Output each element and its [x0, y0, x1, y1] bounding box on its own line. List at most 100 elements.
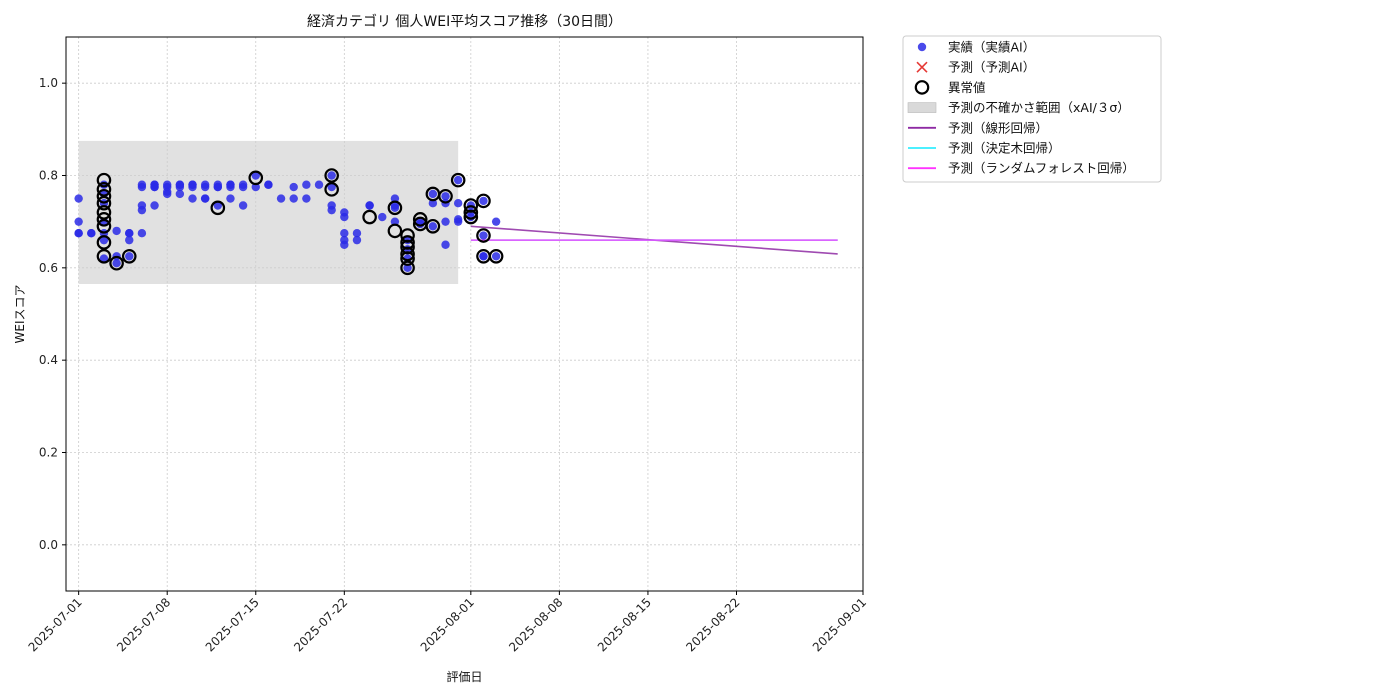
- anomaly-marker: [476, 228, 491, 243]
- anomaly-marker: [324, 182, 339, 197]
- actual-point: [188, 180, 197, 189]
- actual-point: [213, 182, 223, 192]
- actual-point: [441, 217, 450, 226]
- anomaly-marker: [96, 195, 112, 211]
- anomaly-marker: [96, 212, 112, 227]
- anomaly-marker: [387, 200, 403, 216]
- regression-line-layer: [470, 225, 838, 255]
- actual-point: [479, 196, 488, 206]
- x-tick-label: 2025-08-15: [595, 595, 654, 654]
- actual-point: [74, 229, 83, 238]
- y-tick-label: 0.0: [39, 538, 58, 552]
- anomaly-marker: [438, 188, 453, 204]
- actual-point: [87, 229, 96, 238]
- chart-title: 経済カテゴリ 個人WEI平均スコア推移（30日間）: [307, 13, 622, 30]
- actual-point: [441, 240, 450, 249]
- anomaly-marker: [248, 170, 264, 186]
- anomaly-marker: [476, 193, 491, 209]
- anomaly-marker: [412, 212, 428, 227]
- actual-point: [238, 180, 248, 189]
- actual-point: [213, 201, 223, 210]
- grid-layer: [66, 37, 864, 591]
- actual-point: [226, 194, 235, 203]
- actual-point: [390, 194, 400, 203]
- actual-point: [74, 194, 83, 203]
- x-axis-label: 評価日: [446, 669, 482, 684]
- uncertainty-band-layer: [78, 140, 459, 284]
- anomaly-marker: [96, 248, 112, 264]
- x-tick-label: 2025-08-01: [418, 595, 477, 654]
- actual-point: [352, 229, 362, 238]
- legend-label-predicted: 予測（予測AI）: [948, 60, 1035, 75]
- anomaly-marker: [96, 182, 112, 197]
- actual-point: [428, 199, 438, 208]
- actual-point: [314, 180, 324, 189]
- y-axis-label: WEIスコア: [13, 285, 27, 344]
- actual-point: [327, 205, 336, 215]
- actual-point: [74, 217, 83, 226]
- legend-label-tree: 予測（決定木回帰）: [948, 141, 1061, 156]
- x-tick-label: 2025-07-22: [291, 595, 350, 654]
- legend-label-actual: 実績（実績AI）: [948, 40, 1035, 55]
- x-tick-layer: 2025-07-01 2025-07-08 2025-07-15 2025-07-22…: [26, 591, 869, 654]
- anomaly-marker: [96, 172, 112, 188]
- actual-point: [251, 171, 260, 180]
- anomaly-marker: [96, 235, 112, 250]
- legend-label-linear: 予測（線形回帰）: [948, 120, 1048, 135]
- anomaly-marker: [463, 209, 479, 225]
- anomaly-marker: [121, 248, 137, 264]
- anomaly-marker: [488, 248, 504, 264]
- actual-point: [200, 194, 210, 203]
- actual-point: [137, 201, 147, 210]
- actual-point: [150, 201, 159, 210]
- x-tick-label: 2025-09-01: [810, 595, 869, 654]
- legend-swatch-predicted: [916, 61, 928, 73]
- anomaly-marker: [463, 205, 479, 220]
- actual-point: [428, 222, 438, 231]
- x-tick-label: 2025-08-08: [506, 595, 565, 654]
- actual-point: [99, 254, 109, 263]
- anomaly-marker: [425, 218, 441, 234]
- actual-point: [453, 175, 463, 185]
- actual-point: [289, 182, 298, 192]
- legend-swatch-actual: [917, 42, 927, 52]
- legend-cross-stroke: [916, 61, 928, 73]
- anomaly-marker: [109, 255, 124, 271]
- anomaly-marker: [450, 172, 466, 188]
- actual-point: [390, 217, 400, 226]
- anomaly-marker: [96, 205, 112, 220]
- actual-point: [226, 180, 235, 189]
- actual-point: [200, 180, 210, 189]
- anomaly-marker: [210, 200, 226, 216]
- actual-point: [302, 194, 311, 203]
- anomaly-marker: [400, 235, 415, 250]
- actual-point: [150, 180, 159, 189]
- actual-point: [264, 180, 273, 189]
- y-tick-label: 0.8: [39, 169, 58, 183]
- actual-point: [137, 229, 147, 238]
- actual-point: [302, 180, 311, 189]
- y-tick-label: 0.4: [39, 353, 58, 367]
- legend-label-band: 予測の不確かさ範囲（xAI/３σ）: [948, 100, 1130, 115]
- actual-point: [491, 217, 501, 226]
- actual-point: [238, 201, 248, 210]
- actual-point: [137, 180, 147, 189]
- actual-point: [276, 194, 286, 203]
- x-tick-label: 2025-08-22: [683, 595, 742, 654]
- actual-point: [188, 194, 197, 203]
- actual-point: [378, 212, 387, 222]
- anomaly-marker: [387, 223, 403, 239]
- actual-point: [365, 201, 374, 210]
- actual-point: [99, 235, 109, 245]
- legend-label-anomaly: 異常値: [948, 80, 986, 95]
- actual-point: [125, 252, 134, 261]
- actual-point: [175, 189, 185, 199]
- x-tick-label: 2025-07-01: [26, 595, 85, 654]
- actual-point: [125, 229, 134, 238]
- actual-point: [428, 189, 438, 199]
- actual-point: [390, 203, 400, 213]
- anomaly-marker: [96, 218, 112, 234]
- actual-point: [112, 226, 121, 236]
- actual-point: [479, 252, 488, 261]
